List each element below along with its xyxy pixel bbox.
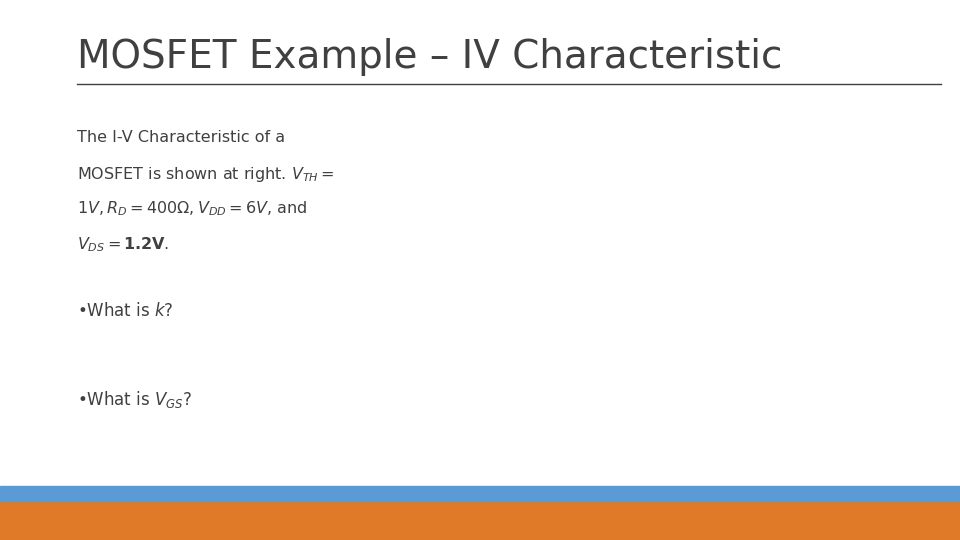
- Text: MOSFET Example – IV Characteristic: MOSFET Example – IV Characteristic: [77, 38, 782, 76]
- Text: $V_{DS} = \mathbf{1.2V}$.: $V_{DS} = \mathbf{1.2V}$.: [77, 235, 169, 254]
- Text: $1V, R_D = 400\Omega, V_{DD} = 6V$, and: $1V, R_D = 400\Omega, V_{DD} = 6V$, and: [77, 200, 307, 219]
- Text: •What is $V_{GS}$?: •What is $V_{GS}$?: [77, 389, 192, 410]
- Text: •What is $k$?: •What is $k$?: [77, 302, 174, 320]
- Text: MOSFET is shown at right. $V_{TH} =$: MOSFET is shown at right. $V_{TH} =$: [77, 165, 334, 184]
- Text: The I-V Characteristic of a: The I-V Characteristic of a: [77, 130, 285, 145]
